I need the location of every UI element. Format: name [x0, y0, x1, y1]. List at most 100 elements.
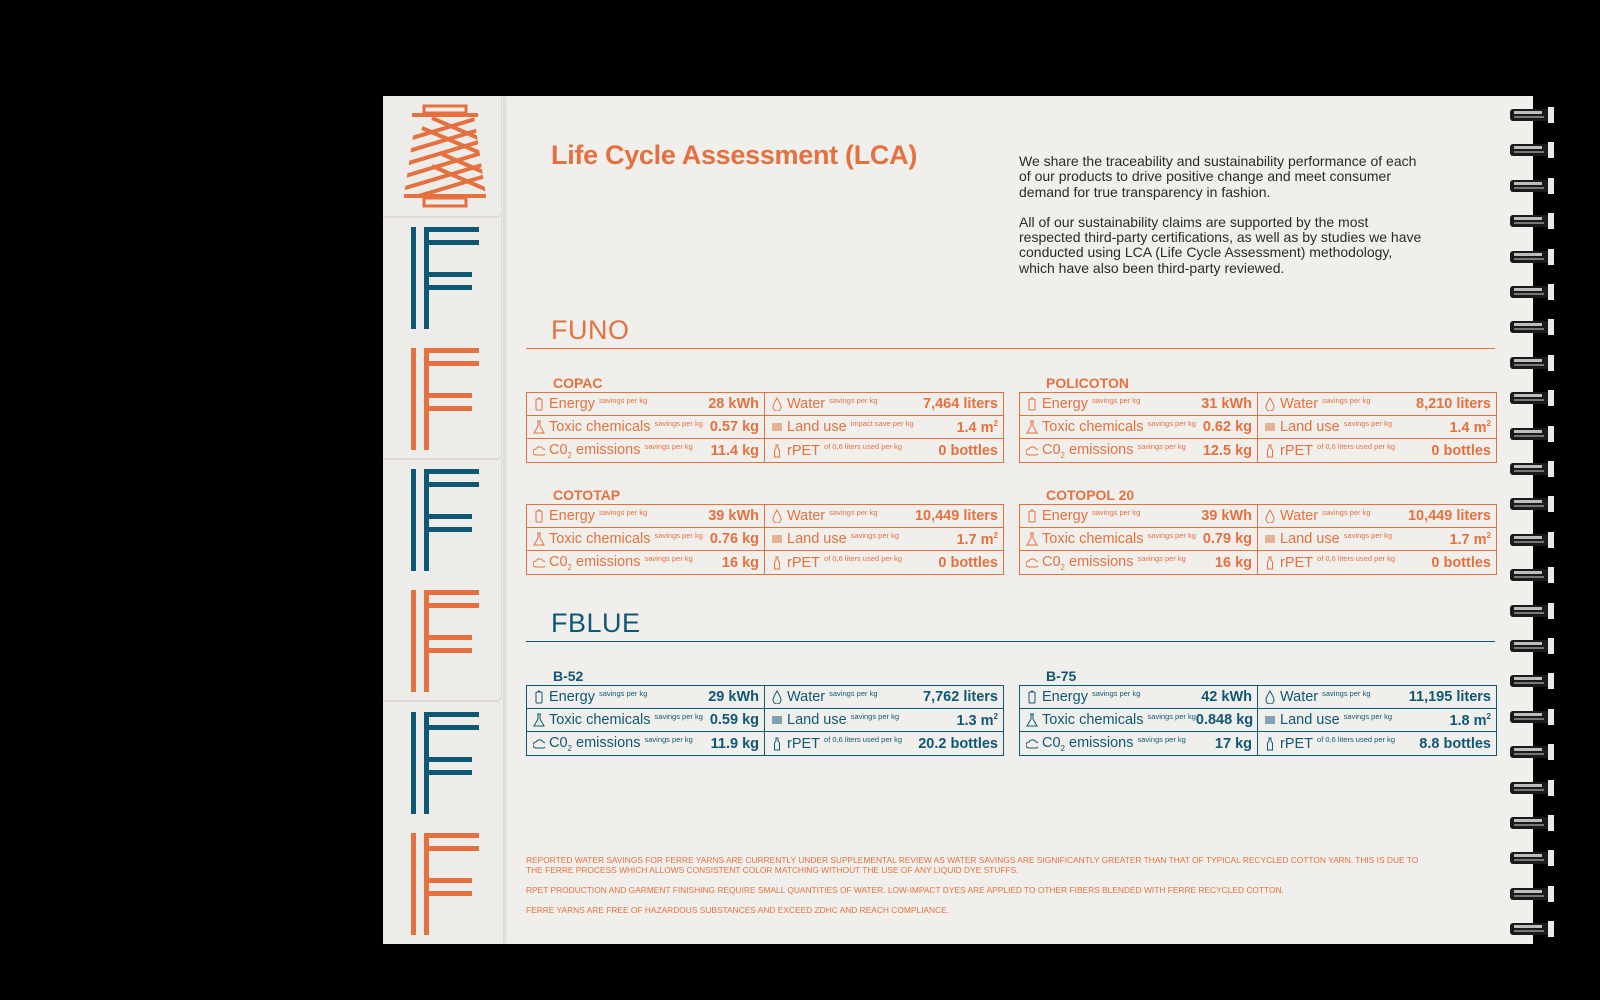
- metric-cell: rPET of 0,6 liters used per kg 0 bottles: [765, 551, 1003, 574]
- metric-label-text: emissions: [572, 734, 641, 751]
- metric-value: 39 kWh: [708, 508, 759, 524]
- subscript: 2: [1060, 562, 1065, 572]
- metric-value: 0.57 kg: [710, 419, 759, 435]
- metric-label: rPET: [787, 554, 821, 571]
- spiral-binding-ring: [1510, 461, 1554, 477]
- metric-value: 0 bottles: [1431, 555, 1491, 571]
- metric-note: of 0,6 liters used per kg: [824, 554, 902, 563]
- metric-note: savings per kg: [654, 531, 703, 540]
- metric-note: of 0,6 liters used per kg: [1317, 554, 1395, 563]
- product-block: COPAC Energy savings per kg 28 kWh Water sa…: [526, 375, 1004, 463]
- metric-note: savings per kg: [654, 712, 703, 721]
- metric-cell: Energy savings per kg 39 kWh: [527, 505, 765, 528]
- superscript: 2: [993, 530, 998, 540]
- metric-value-text: 0.59 kg: [709, 712, 759, 728]
- spiral-binding-ring: [1510, 496, 1554, 513]
- cloud-co2-icon: [533, 557, 545, 567]
- metric-note: savings per kg: [644, 735, 693, 744]
- metric-value-text: 1.4 m: [1449, 419, 1487, 436]
- metric-value-text: 0.57 kg: [709, 419, 759, 435]
- bottle-icon: [1267, 556, 1273, 569]
- spiral-binding-ring: [1510, 531, 1554, 548]
- metric-label-text: emissions: [572, 553, 641, 570]
- metric-value: 0 bottles: [1431, 443, 1491, 459]
- metric-value: 0.848 kg: [1196, 712, 1253, 728]
- product-block: COTOPOL 20 Energy savings per kg 39 kWh Wa…: [1019, 487, 1497, 575]
- product-block: B-52 Energy savings per kg 29 kWh Water sav…: [526, 668, 1004, 756]
- product-name: POLICOTON: [1046, 375, 1129, 391]
- intro-paragraph: We share the traceability and sustainabi…: [1019, 153, 1417, 200]
- battery-icon: [1028, 509, 1036, 523]
- metric-note: savings per kg: [1147, 419, 1196, 428]
- metric-cell: rPET of 0,6 liters used per kg 0 bottles: [1258, 439, 1496, 462]
- battery-icon: [1028, 397, 1036, 411]
- metric-value: 1.7 m2: [956, 531, 998, 548]
- brochure-page: [383, 96, 1533, 944]
- metric-value-text: 17 kg: [1214, 735, 1252, 752]
- metric-note: savings per kg: [850, 531, 900, 540]
- metric-label: Water: [1280, 396, 1319, 412]
- metric-label: Energy: [549, 689, 595, 705]
- metrics-table: Energy savings per kg 31 kWh Water savings …: [1019, 392, 1497, 463]
- ferre-f-logo: [411, 590, 479, 692]
- battery-icon: [535, 690, 543, 704]
- metric-value-text: 16 kg: [721, 554, 759, 571]
- metric-label: Energy: [549, 396, 595, 412]
- metric-value: 11.4 kg: [711, 443, 759, 459]
- metric-note: savings per kg: [1137, 735, 1186, 744]
- metric-value-text: 0.62 kg: [1202, 419, 1252, 435]
- metric-value-text: 11.9 kg: [710, 735, 759, 752]
- metric-note: savings per kg: [850, 712, 900, 721]
- section-title: FBLUE: [551, 608, 641, 638]
- water-drop-icon: [772, 509, 782, 523]
- superscript: 2: [1486, 711, 1491, 721]
- spine-tab: [383, 458, 502, 702]
- metric-cell: C02 emissions savings per kg 17 kg: [1020, 732, 1258, 755]
- land-icon: [1265, 423, 1275, 431]
- spiral-binding-ring: [1510, 390, 1554, 407]
- metrics-table: Energy savings per kg 39 kWh Water savings …: [526, 504, 1004, 575]
- metric-label-text: C0: [549, 734, 568, 751]
- metric-value: 7,762 liters: [923, 689, 998, 705]
- metrics-table: Energy savings per kg 39 kWh Water savings …: [1019, 504, 1497, 575]
- metric-label: Water: [1280, 689, 1319, 705]
- metric-value-text: 7,464 liters: [923, 396, 998, 412]
- metric-value: 0.76 kg: [710, 531, 759, 547]
- cloud-co2-icon: [533, 445, 545, 455]
- metric-label: Land use: [787, 531, 847, 547]
- metric-label: Energy: [549, 508, 595, 524]
- spiral-binding-ring: [1510, 708, 1554, 725]
- water-drop-icon: [1265, 509, 1275, 523]
- metric-note: savings per kg: [598, 396, 648, 405]
- metric-value-text: 28 kWh: [708, 396, 759, 412]
- section-title: FUNO: [551, 315, 630, 345]
- cloud-co2-icon: [533, 738, 545, 748]
- metric-label: rPET: [1280, 442, 1314, 459]
- metric-note: savings per kg: [1322, 508, 1371, 517]
- metric-note: savings per kg: [1322, 689, 1371, 698]
- spiral-binding-ring: [1510, 319, 1554, 336]
- metric-note: impact save per kg: [850, 419, 914, 428]
- spiral-binding-ring: [1510, 921, 1554, 938]
- metric-note: savings per kg: [644, 442, 693, 451]
- metric-label-text: emissions: [1065, 553, 1134, 570]
- metric-cell: Land use savings per kg 1.7 m2: [1258, 528, 1496, 551]
- metric-value-text: 42 kWh: [1201, 689, 1252, 705]
- metric-label: Toxic chemicals: [1042, 419, 1144, 435]
- metric-value: 11.9 kg: [711, 736, 759, 752]
- metric-value-text: 10,449 liters: [1407, 508, 1491, 524]
- spiral-binding-ring: [1510, 284, 1554, 300]
- spiral-binding-ring: [1510, 638, 1554, 654]
- metric-note: savings per kg: [1137, 442, 1186, 451]
- metric-label: Energy: [1042, 508, 1088, 524]
- metric-cell: rPET of 0,6 liters used per kg 0 bottles: [765, 439, 1003, 462]
- ferre-f-logo: [411, 227, 479, 329]
- metric-note: savings per kg: [1147, 712, 1196, 721]
- metric-value-text: 39 kWh: [1201, 508, 1252, 524]
- metric-value-text: 0 bottles: [1431, 554, 1491, 571]
- metric-cell: C02 emissions savings per kg 16 kg: [1020, 551, 1258, 574]
- metric-cell: Land use impact save per kg 1.4 m2: [765, 416, 1003, 439]
- land-icon: [772, 535, 782, 543]
- metric-cell: Toxic chemicals savings per kg 0.79 kg: [1020, 528, 1258, 551]
- metric-value: 8.8 bottles: [1419, 736, 1491, 752]
